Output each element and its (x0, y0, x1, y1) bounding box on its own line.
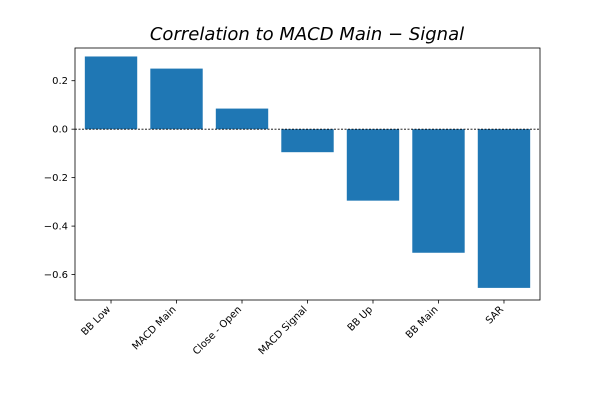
x-tick-label: Close - Open (191, 304, 244, 357)
chart-title: Correlation to MACD Main − Signal (150, 24, 464, 45)
bar (412, 129, 465, 253)
bar (477, 129, 531, 288)
x-tick-label: SAR (484, 304, 506, 326)
bar (84, 56, 138, 130)
bar (150, 68, 203, 130)
x-tick-label: MACD Main (131, 304, 179, 352)
axes-frame (74, 47, 541, 301)
bar (215, 108, 269, 130)
x-tick-label: BB Main (404, 304, 441, 341)
y-tick-label: 0.0 (52, 125, 68, 136)
plot-area: 0.2 0.0 −0.2 −0.4 −0.6 BB Low MACD Main Close -… (44, 47, 541, 357)
y-tick-label: −0.2 (44, 173, 68, 184)
y-tick-label: 0.2 (52, 76, 68, 87)
x-tick-label: BB Low (79, 304, 113, 338)
y-tick-label: −0.4 (44, 222, 68, 233)
bar (346, 129, 400, 201)
x-tick-label: BB Up (346, 304, 375, 333)
x-tick-label: MACD Signal (257, 304, 310, 357)
y-tick-label: −0.6 (44, 270, 68, 281)
bar (281, 129, 334, 153)
